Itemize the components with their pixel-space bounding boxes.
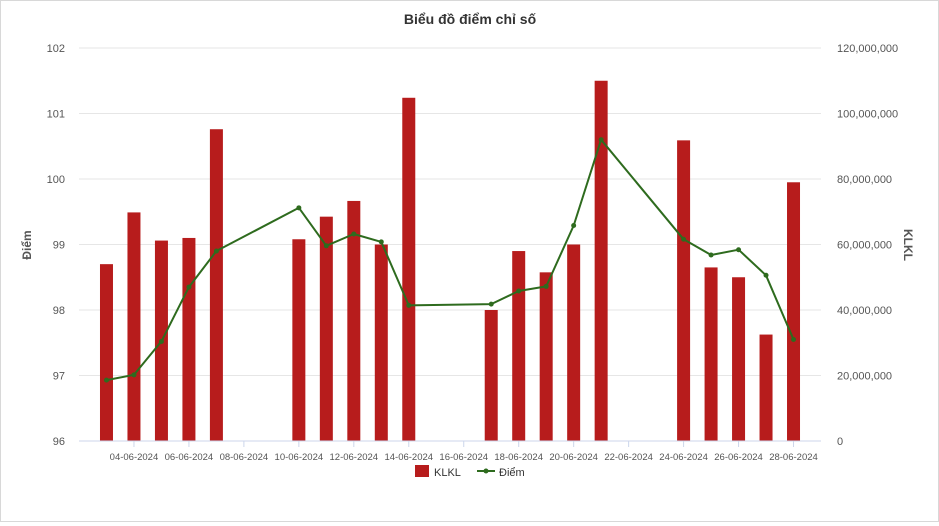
- bar: [759, 334, 773, 441]
- bar: [127, 212, 141, 441]
- x-tick-label: 10-06-2024: [275, 452, 324, 463]
- left-tick-label: 96: [53, 436, 65, 448]
- left-tick-label: 97: [53, 371, 65, 383]
- line-series-diem: [103, 137, 797, 383]
- left-axis-title: Điểm: [20, 230, 34, 259]
- line-point: [763, 272, 769, 278]
- x-tick-label: 18-06-2024: [494, 452, 543, 463]
- legend: KLKL Điểm: [415, 465, 525, 479]
- line-point: [158, 338, 164, 344]
- x-tick-label: 24-06-2024: [659, 452, 708, 463]
- line-point: [213, 248, 219, 254]
- line-path: [106, 138, 795, 382]
- legend-swatch-diem-marker: [483, 468, 489, 474]
- bar: [292, 239, 306, 441]
- left-tick-label: 102: [47, 43, 65, 55]
- line-point: [791, 336, 797, 342]
- bar: [374, 244, 388, 441]
- line-point: [708, 252, 714, 258]
- line-point: [543, 283, 549, 289]
- bar: [484, 310, 498, 441]
- line-point: [488, 301, 494, 307]
- bar: [99, 264, 113, 441]
- legend-label-diem: Điểm: [499, 467, 525, 479]
- right-tick-label: 100,000,000: [837, 109, 898, 121]
- line-point: [323, 243, 329, 249]
- legend-label-klkl: KLKL: [434, 467, 461, 479]
- x-tick-label: 12-06-2024: [330, 452, 379, 463]
- bar: [704, 267, 718, 441]
- line-point: [681, 236, 687, 242]
- x-tick-label: 04-06-2024: [110, 452, 159, 463]
- right-axis-ticks: 0 20,000,000 40,000,000 60,000,000 80,000,00…: [837, 43, 898, 448]
- bar: [567, 244, 581, 441]
- left-tick-label: 99: [53, 240, 65, 252]
- right-tick-label: 120,000,000: [837, 43, 898, 55]
- left-axis-ticks: 96 97 98 99 100 101 102: [47, 43, 65, 448]
- bar: [209, 129, 223, 441]
- bar: [319, 216, 333, 441]
- left-tick-label: 101: [47, 109, 65, 121]
- x-tick-label: 08-06-2024: [220, 452, 269, 463]
- x-axis-ticks: 04-06-2024 06-06-2024 08-06-2024 10-06-2024…: [110, 441, 818, 463]
- x-tick-label: 26-06-2024: [714, 452, 763, 463]
- bar: [787, 182, 801, 441]
- x-tick-label: 22-06-2024: [604, 452, 653, 463]
- x-tick-label: 16-06-2024: [439, 452, 488, 463]
- right-axis-title: KLKL: [901, 229, 915, 261]
- line-point: [296, 205, 302, 211]
- bar: [512, 251, 526, 441]
- bar: [347, 200, 361, 441]
- right-tick-label: 80,000,000: [837, 174, 892, 186]
- bar: [182, 237, 196, 441]
- right-tick-label: 60,000,000: [837, 240, 892, 252]
- right-tick-label: 40,000,000: [837, 305, 892, 317]
- x-tick-label: 14-06-2024: [384, 452, 433, 463]
- line-point: [378, 239, 384, 245]
- left-tick-label: 98: [53, 305, 65, 317]
- line-point: [736, 247, 742, 253]
- right-tick-label: 20,000,000: [837, 371, 892, 383]
- x-tick-label: 06-06-2024: [165, 452, 214, 463]
- line-point: [516, 288, 522, 294]
- line-point: [131, 372, 137, 378]
- bar-series-klkl: [99, 80, 801, 442]
- line-point: [103, 377, 109, 383]
- line-point: [406, 302, 412, 308]
- grid-lines: [79, 47, 821, 376]
- bar: [539, 272, 553, 441]
- line-point: [351, 231, 357, 237]
- right-tick-label: 0: [837, 436, 843, 448]
- bar: [732, 277, 746, 441]
- left-tick-label: 100: [47, 174, 65, 186]
- chart-title: Biểu đồ điểm chỉ số: [404, 11, 537, 27]
- x-tick-label: 28-06-2024: [769, 452, 818, 463]
- line-point: [571, 223, 577, 229]
- line-point: [598, 137, 604, 143]
- x-tick-label: 20-06-2024: [549, 452, 598, 463]
- legend-swatch-klkl: [415, 465, 429, 477]
- bar: [677, 140, 691, 442]
- bar: [402, 97, 416, 441]
- bar: [594, 80, 608, 441]
- line-point: [186, 284, 192, 290]
